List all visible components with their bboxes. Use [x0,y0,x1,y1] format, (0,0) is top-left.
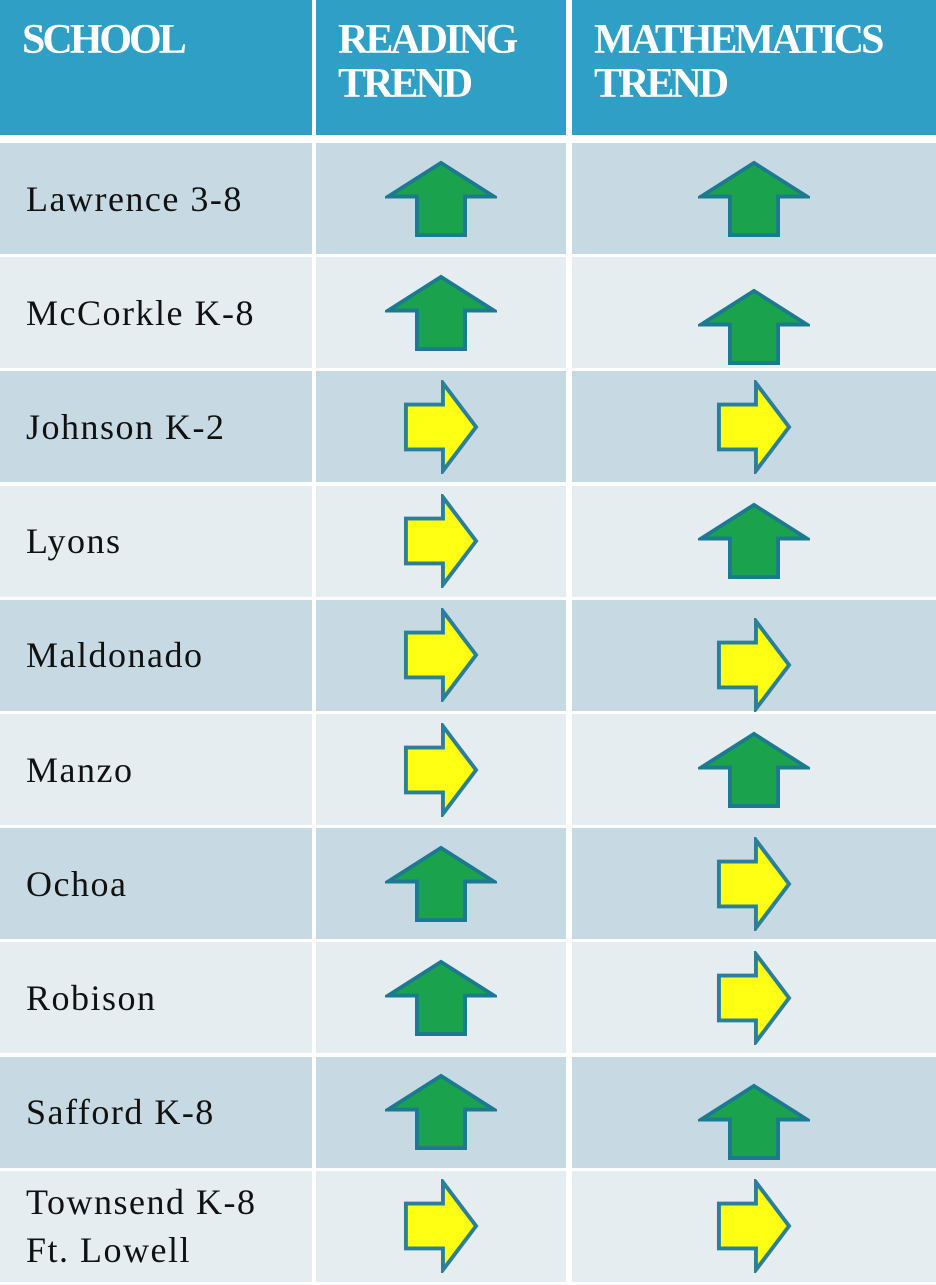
math-cell [572,371,936,483]
reading-cell [316,485,566,597]
reading-cell [316,714,566,825]
table-row: Townsend K-8 Ft. Lowell [0,1170,936,1282]
school-name: Lawrence 3-8 [0,143,312,254]
table-row: Johnson K-2 [0,371,936,483]
header-school: SCHOOL [0,0,312,135]
right-arrow [403,723,479,817]
math-cell [572,599,936,712]
reading-cell [316,143,566,254]
table-row: Lyons [0,485,936,597]
up-arrow [385,274,497,352]
math-cell [572,1056,936,1168]
table-row: McCorkle K-8 [0,257,936,369]
up-arrow [698,731,810,809]
table-row: Ochoa [0,828,936,940]
math-cell [572,485,936,597]
table-row: Safford K-8 [0,1056,936,1168]
math-cell [572,942,936,1054]
school-name: Manzo [0,714,312,825]
reading-cell [316,371,566,483]
reading-cell [316,599,566,711]
up-arrow [385,1073,497,1151]
right-arrow [716,1179,792,1273]
table-row: Lawrence 3-8 [0,143,936,254]
header-math: MATHEMATICS TREND [572,0,936,135]
reading-cell [316,828,566,940]
up-arrow [385,845,497,923]
reading-cell [316,1056,566,1168]
school-name: Maldonado [0,599,312,711]
math-cell [572,257,936,369]
math-cell [572,1170,936,1282]
math-cell [572,143,936,254]
right-arrow [716,380,792,474]
right-arrow [403,380,479,474]
up-arrow [385,160,497,238]
up-arrow [698,502,810,580]
table-row: Manzo [0,714,936,825]
up-arrow [698,1083,810,1161]
table-row: Maldonado [0,599,936,712]
reading-cell [316,257,566,369]
right-arrow [403,608,479,702]
up-arrow [385,959,497,1037]
school-name: Robison [0,942,312,1054]
school-name: Lyons [0,485,312,597]
right-arrow [716,837,792,931]
up-arrow [698,160,810,238]
school-name: Johnson K-2 [0,371,312,483]
math-cell [572,714,936,825]
right-arrow [716,951,792,1045]
table-row: Robison [0,942,936,1054]
right-arrow [403,494,479,588]
school-name: Townsend K-8 Ft. Lowell [0,1170,312,1282]
school-name: Ochoa [0,828,312,940]
school-name: Safford K-8 [0,1056,312,1168]
header-reading: READING TREND [316,0,566,135]
math-cell [572,828,936,940]
up-arrow [698,288,810,366]
reading-cell [316,942,566,1054]
right-arrow [403,1179,479,1273]
reading-cell [316,1170,566,1282]
right-arrow [716,618,792,712]
school-name: McCorkle K-8 [0,257,312,369]
